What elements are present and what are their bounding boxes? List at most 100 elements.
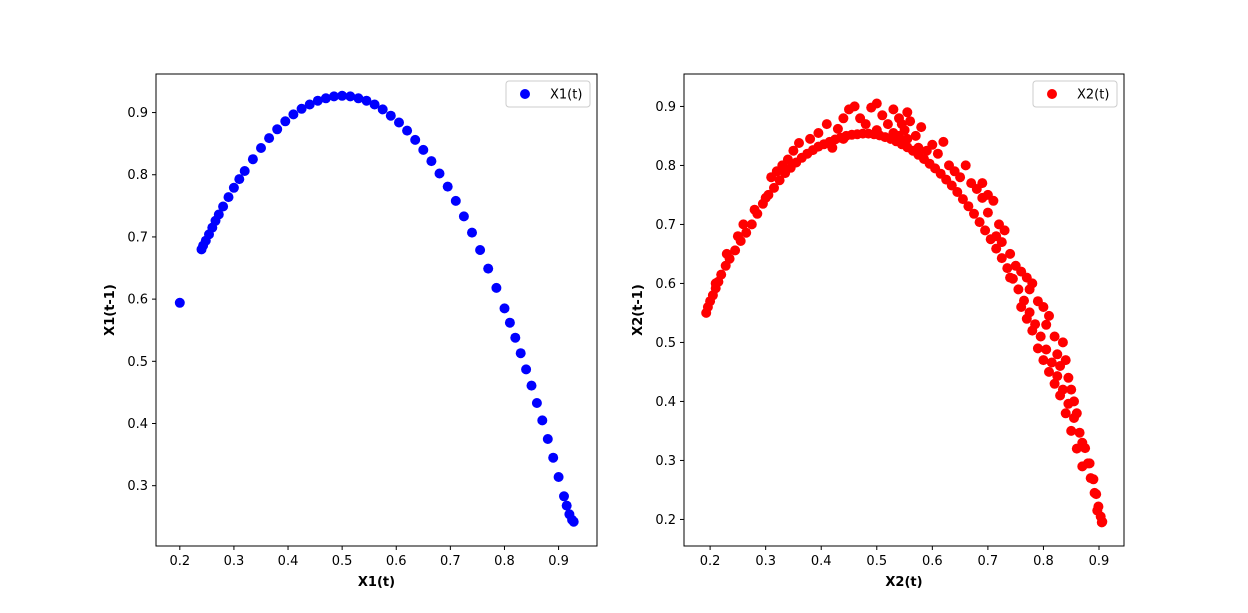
data-point (418, 144, 429, 155)
data-point (1049, 378, 1060, 389)
data-point (805, 133, 816, 144)
data-point (974, 217, 985, 228)
plot-frame (683, 73, 1125, 547)
data-point (969, 208, 979, 219)
data-point (483, 263, 494, 274)
data-point (838, 133, 849, 144)
data-point (174, 297, 185, 308)
y-tick-label: 0.8 (127, 168, 148, 183)
legend-label: X1(t) (550, 88, 582, 103)
data-point (1013, 284, 1024, 295)
data-point (913, 142, 924, 153)
data-point (721, 248, 732, 259)
x-tick-label: 0.4 (811, 554, 832, 569)
data-point (980, 225, 991, 236)
y-tick-label: 0.3 (127, 479, 148, 494)
data-point (1049, 331, 1060, 342)
x-tick-label: 0.2 (700, 554, 721, 569)
data-point (1005, 248, 1016, 259)
data-point (960, 160, 971, 171)
data-point (1071, 443, 1082, 454)
data-point (896, 119, 907, 130)
y-tick-label: 0.4 (655, 395, 676, 410)
data-point (882, 119, 893, 130)
legend-marker (1047, 89, 1057, 99)
scatter-series (174, 90, 579, 527)
data-point (1016, 302, 1027, 312)
data-point (1066, 384, 1077, 395)
data-point (1038, 355, 1049, 366)
data-point (944, 160, 954, 171)
x-tick-label: 0.6 (386, 554, 407, 569)
data-point (849, 101, 860, 112)
data-point (296, 103, 307, 114)
data-point (741, 227, 752, 238)
data-point (1041, 319, 1052, 330)
data-point (916, 122, 927, 133)
data-point (510, 332, 521, 343)
data-point (1074, 427, 1085, 438)
data-point (716, 269, 727, 280)
data-point (1066, 425, 1077, 436)
data-point (1055, 390, 1066, 401)
data-point (312, 95, 323, 106)
data-point (304, 99, 315, 110)
data-point (910, 130, 921, 141)
data-point (774, 175, 785, 186)
data-point (1044, 310, 1054, 321)
data-point (1021, 313, 1032, 324)
data-point (860, 119, 871, 130)
data-point (952, 187, 963, 197)
data-point (902, 107, 913, 118)
data-point (234, 174, 245, 185)
data-point (450, 195, 461, 206)
legend: X1(t) (505, 80, 591, 108)
data-point (932, 148, 943, 159)
data-point (394, 117, 404, 128)
data-point (329, 91, 339, 102)
data-point (531, 398, 542, 408)
y-tick-label: 0.4 (127, 417, 148, 432)
x-tick-label: 0.8 (494, 554, 515, 569)
data-point (213, 209, 224, 220)
data-point (353, 93, 364, 104)
data-point (771, 166, 782, 177)
data-point (738, 219, 749, 230)
data-point (1046, 357, 1057, 368)
y-tick-label: 0.7 (655, 218, 676, 233)
y-tick-label: 0.6 (655, 277, 676, 292)
data-point (1038, 302, 1049, 312)
chart-right: 0.2 0.3 0.4 0.5 0.6 0.7 0.8 0.9 0.2 0.3 0.4 0.5 0.6 0… (631, 73, 1125, 590)
y-axis-label: X2(t-1) (631, 284, 646, 336)
data-point (467, 227, 477, 238)
data-point (902, 133, 913, 144)
data-point (499, 303, 510, 314)
legend-marker (520, 89, 530, 99)
data-point (794, 138, 804, 148)
data-point (769, 182, 779, 193)
data-point (832, 123, 843, 134)
data-point (938, 136, 949, 147)
data-point (521, 364, 532, 375)
data-point (888, 104, 899, 115)
data-point (921, 145, 932, 156)
data-point (1077, 461, 1088, 472)
x-tick-label: 0.7 (440, 554, 461, 569)
y-tick-label: 0.6 (127, 293, 148, 308)
data-point (537, 415, 548, 426)
data-point (1089, 487, 1100, 498)
data-point (337, 90, 348, 101)
data-point (996, 253, 1007, 264)
data-point (385, 110, 396, 121)
x-axis-label: X2(t) (885, 575, 922, 590)
scatter-series (701, 98, 1108, 528)
data-point (782, 154, 793, 165)
x-axis-label: X1(t) (358, 575, 395, 590)
data-point (1005, 272, 1016, 283)
data-point (239, 166, 250, 176)
legend-box (1032, 80, 1118, 108)
y-tick-label: 0.7 (127, 230, 148, 245)
x-tick-label: 0.9 (1089, 554, 1110, 569)
data-point (553, 472, 564, 482)
data-point (1027, 325, 1038, 336)
